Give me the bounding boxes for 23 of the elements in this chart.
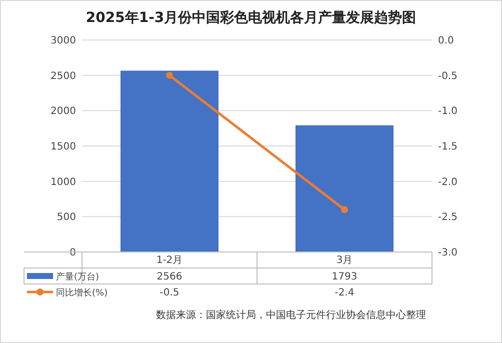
y2-tick-label: -0.5 — [438, 70, 458, 82]
source-note: 数据来源：国家统计局，中国电子元件行业协会信息中心整理 — [156, 309, 426, 321]
y-tick-label: 2000 — [50, 106, 76, 118]
y2-tick-label: -1.0 — [438, 106, 458, 118]
y-tick-label: 3000 — [50, 36, 76, 46]
y2-tick-label: -2.0 — [438, 176, 458, 188]
y2-tick-label: -2.5 — [438, 212, 458, 224]
y-tick-label: 2500 — [50, 70, 76, 82]
legend-label: 同比增长(%) — [56, 288, 108, 298]
data-label: 2566 — [156, 272, 182, 282]
legend-label: 产量(万台) — [56, 272, 100, 282]
y-tick-label: 500 — [56, 212, 76, 224]
y2-tick-label: -1.5 — [438, 142, 458, 152]
y-tick-label: 1000 — [50, 176, 76, 188]
x-tick-label: 1-2月 — [156, 255, 183, 266]
x-tick-label: 3月 — [336, 255, 353, 266]
y-tick-label: 1500 — [50, 142, 76, 152]
y2-tick-label: -3.0 — [438, 248, 458, 258]
data-label: -2.4 — [334, 288, 354, 298]
chart-title: 2025年1-3月份中国彩色电视机各月产量发展趋势图 — [86, 9, 416, 26]
data-label: -0.5 — [160, 288, 180, 298]
y2-tick-label: 0.0 — [438, 36, 454, 46]
data-label: 1793 — [332, 272, 358, 282]
